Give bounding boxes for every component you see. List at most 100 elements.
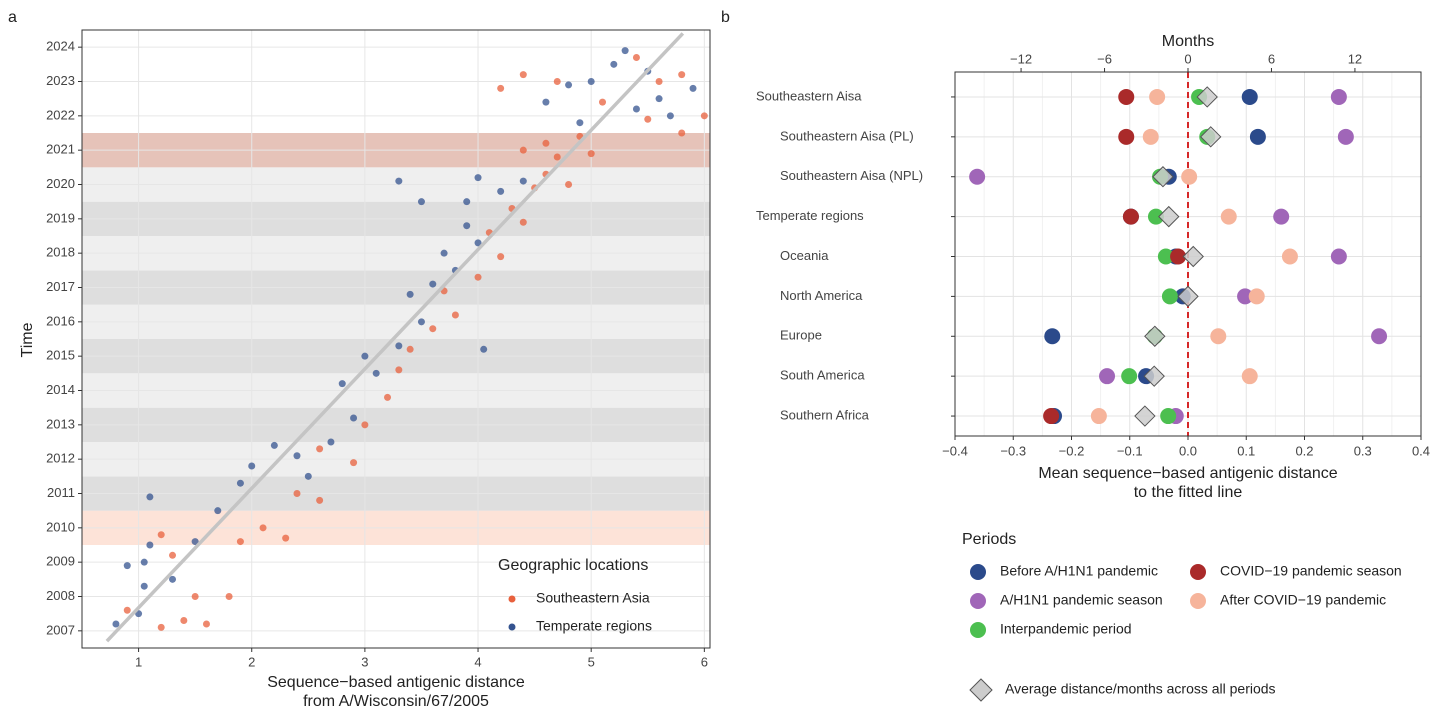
x2-tick-label: 6 (1268, 51, 1275, 66)
y-tick-label: 2007 (46, 622, 75, 637)
y-tick-label: Southeastern Aisa (756, 88, 862, 103)
x-tick-label: 2 (248, 654, 255, 669)
y-tick-label: 2014 (46, 382, 75, 397)
average-diamond (1144, 325, 1166, 347)
point (191, 538, 199, 546)
y-tick-label: 2021 (46, 142, 75, 157)
y-tick-label: 2018 (46, 245, 75, 260)
point (406, 345, 414, 353)
point (417, 198, 425, 206)
point (225, 593, 233, 600)
point (497, 253, 505, 261)
dot (1210, 328, 1227, 345)
plot-border (954, 71, 1422, 437)
x-tick-label: 5 (588, 654, 595, 669)
legend-label: Temperate regions (536, 618, 652, 634)
x-axis-label: Sequence−based antigenic distance (267, 674, 525, 691)
average-diamond (1200, 126, 1222, 148)
x2-tick-label: 12 (1348, 51, 1362, 66)
point (169, 575, 177, 583)
point (429, 280, 437, 288)
dot (1099, 368, 1116, 385)
y-tick-label: 2008 (46, 588, 75, 603)
point (169, 551, 177, 559)
point (451, 311, 459, 319)
point (440, 249, 448, 257)
point (191, 593, 199, 600)
point (214, 507, 222, 515)
point (259, 524, 267, 532)
dot (1043, 408, 1060, 425)
point (417, 318, 425, 326)
point (519, 146, 527, 154)
dot (1157, 248, 1174, 265)
point (678, 129, 686, 137)
legend-swatch (969, 678, 993, 702)
x-tick-label: −0.2 (1059, 443, 1085, 458)
dot (1149, 88, 1166, 105)
dot (1220, 208, 1237, 225)
y-tick-label: 2020 (46, 176, 75, 191)
legend-swatch (970, 593, 986, 609)
x-tick-label: 4 (474, 654, 481, 669)
x2-axis-label: Months (1162, 33, 1214, 50)
y-tick-label: Oceania (780, 248, 829, 263)
point (678, 71, 686, 79)
point (361, 421, 369, 429)
x2-tick-label: −12 (1010, 51, 1032, 66)
point (519, 177, 527, 185)
point (316, 496, 324, 504)
dot (1147, 208, 1164, 225)
legend-title: Periods (962, 531, 1016, 548)
y-tick-label: North America (780, 288, 863, 303)
point (519, 218, 527, 226)
legend-title: Geographic locations (498, 557, 648, 574)
point (587, 150, 595, 158)
point (553, 78, 561, 85)
point (395, 366, 403, 374)
x2-tick-label: 0 (1184, 51, 1191, 66)
point (180, 617, 188, 625)
dot (1044, 328, 1061, 345)
y-tick-label: 2017 (46, 279, 75, 294)
legend-label: After COVID−19 pandemic (1220, 592, 1386, 608)
dot (1249, 128, 1266, 145)
point (248, 462, 256, 470)
fitted-line (105, 32, 685, 643)
point (338, 380, 346, 388)
x-tick-label: 0.2 (1295, 443, 1313, 458)
point (316, 445, 324, 453)
point (644, 115, 652, 123)
average-diamond (1182, 245, 1204, 268)
point (463, 198, 471, 206)
point (610, 60, 618, 68)
y-tick-label: Southeastern Aisa (NPL) (780, 168, 923, 183)
point (519, 71, 527, 79)
point (270, 441, 278, 449)
dot (1090, 408, 1107, 425)
x-tick-label: −0.1 (1117, 443, 1143, 458)
point (123, 606, 131, 614)
point (576, 119, 584, 127)
y-tick-label: 2010 (46, 519, 75, 534)
y-tick-label: 2011 (47, 485, 75, 500)
legend-swatch (970, 564, 986, 580)
point (599, 98, 607, 106)
x-tick-label: 0.3 (1354, 443, 1372, 458)
dot (1160, 408, 1177, 425)
point (406, 290, 414, 298)
point (621, 47, 629, 55)
dot (1371, 328, 1388, 345)
point (463, 222, 471, 230)
point (666, 112, 674, 120)
point (146, 541, 154, 549)
dot (1330, 88, 1347, 105)
y-tick-label: 2012 (46, 451, 75, 466)
dot (1170, 248, 1187, 265)
point (632, 53, 640, 61)
point (157, 623, 165, 631)
point (157, 531, 165, 539)
point (140, 558, 148, 566)
x-tick-label: 0.1 (1237, 443, 1255, 458)
point (282, 534, 290, 542)
